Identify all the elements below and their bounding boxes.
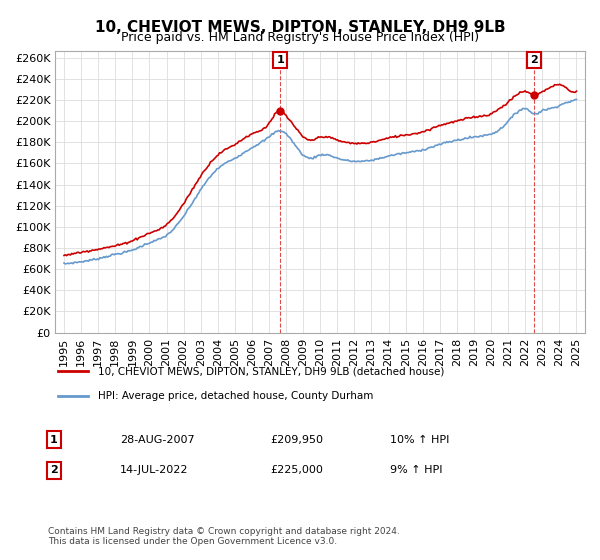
Text: 10% ↑ HPI: 10% ↑ HPI — [390, 435, 449, 445]
Text: 1: 1 — [276, 55, 284, 65]
Text: HPI: Average price, detached house, County Durham: HPI: Average price, detached house, Coun… — [98, 391, 374, 401]
Text: Contains HM Land Registry data © Crown copyright and database right 2024.
This d: Contains HM Land Registry data © Crown c… — [48, 526, 400, 546]
Text: 2: 2 — [50, 465, 58, 475]
Text: 1: 1 — [50, 435, 58, 445]
Text: 10, CHEVIOT MEWS, DIPTON, STANLEY, DH9 9LB (detached house): 10, CHEVIOT MEWS, DIPTON, STANLEY, DH9 9… — [98, 366, 445, 376]
Text: 10, CHEVIOT MEWS, DIPTON, STANLEY, DH9 9LB: 10, CHEVIOT MEWS, DIPTON, STANLEY, DH9 9… — [95, 20, 505, 35]
Text: £209,950: £209,950 — [270, 435, 323, 445]
Text: 14-JUL-2022: 14-JUL-2022 — [120, 465, 188, 475]
Text: £225,000: £225,000 — [270, 465, 323, 475]
Text: 28-AUG-2007: 28-AUG-2007 — [120, 435, 194, 445]
Text: 2: 2 — [530, 55, 538, 65]
Text: 9% ↑ HPI: 9% ↑ HPI — [390, 465, 443, 475]
Text: Price paid vs. HM Land Registry's House Price Index (HPI): Price paid vs. HM Land Registry's House … — [121, 31, 479, 44]
